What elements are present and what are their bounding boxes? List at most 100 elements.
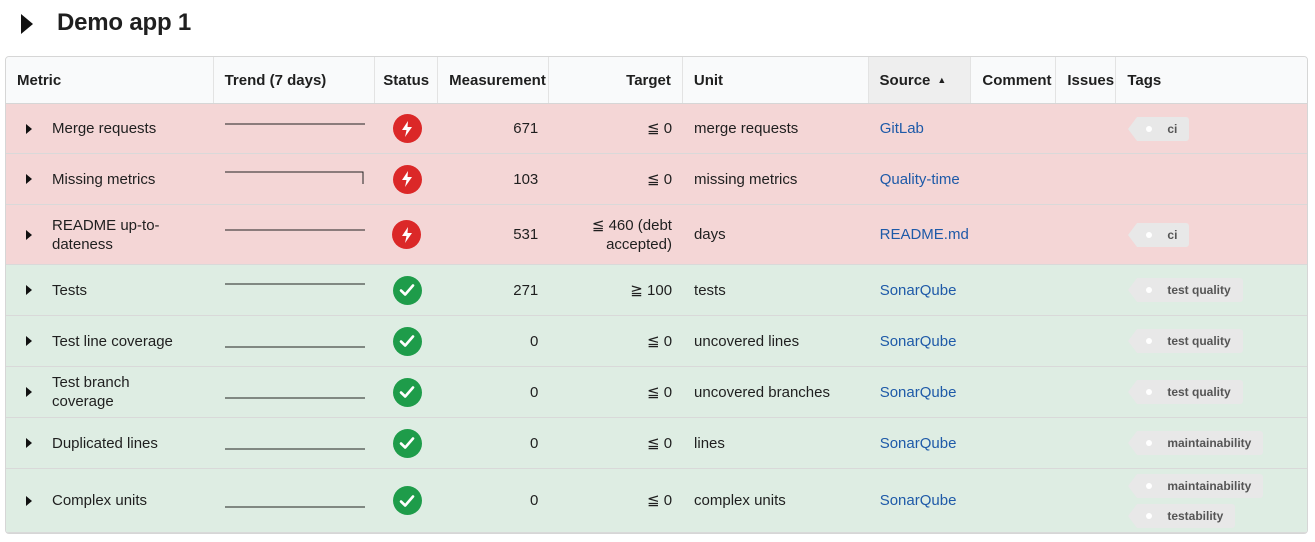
page-title: Demo app 1 xyxy=(57,9,192,36)
source-link[interactable]: Quality-time xyxy=(879,170,960,188)
tag[interactable]: maintainability xyxy=(1128,473,1264,498)
measurement-value: 0 xyxy=(529,332,539,350)
column-header-source[interactable]: Source ▲ xyxy=(868,57,972,103)
source-link[interactable]: SonarQube xyxy=(879,434,957,452)
target-value: ≦ 0 xyxy=(646,170,673,188)
source-link[interactable]: SonarQube xyxy=(879,383,957,401)
source-cell: SonarQube xyxy=(869,418,972,468)
column-label: Unit xyxy=(693,71,724,89)
unit-value: merge requests xyxy=(694,120,799,137)
column-label: Issues xyxy=(1067,71,1115,89)
tags-cell: ci xyxy=(1116,205,1307,264)
comment-cell xyxy=(972,104,1057,153)
tag[interactable]: maintainability xyxy=(1128,431,1264,455)
measurement-value: 271 xyxy=(513,281,539,299)
column-header-tags[interactable]: Tags xyxy=(1116,57,1307,103)
table-row[interactable]: Test line coverage 0 ≦ 0 uncovered lines… xyxy=(6,316,1307,367)
table-row[interactable]: Test branch coverage 0 ≦ 0 uncovered bra… xyxy=(6,367,1307,418)
issues-cell xyxy=(1056,316,1116,366)
table-row[interactable]: Missing metrics 103 ≦ 0 missing metrics … xyxy=(6,154,1307,205)
target-value: ≧ 100 xyxy=(630,281,673,299)
lightning-bolt-icon xyxy=(392,114,422,143)
metric-name: Tests xyxy=(52,281,88,299)
comment-cell xyxy=(972,265,1057,315)
source-link[interactable]: SonarQube xyxy=(879,281,957,299)
table-row[interactable]: Tests 271 ≧ 100 tests SonarQube test qua… xyxy=(6,265,1307,316)
tag[interactable]: test quality xyxy=(1128,380,1243,404)
tag[interactable]: testability xyxy=(1128,503,1236,528)
source-cell: SonarQube xyxy=(869,367,972,417)
column-header-unit[interactable]: Unit xyxy=(683,57,869,103)
tag[interactable]: ci xyxy=(1128,116,1190,141)
table-row[interactable]: Merge requests 671 ≦ 0 merge requests Gi… xyxy=(6,104,1307,154)
table-row[interactable]: README up-to-dateness 531 ≦ 460 (debt ac… xyxy=(6,205,1307,265)
issues-cell xyxy=(1056,265,1116,315)
column-header-issues[interactable]: Issues xyxy=(1056,57,1117,103)
source-cell: GitLab xyxy=(869,104,972,153)
table-row[interactable]: Duplicated lines 0 ≦ 0 lines SonarQube m… xyxy=(6,418,1307,469)
source-link[interactable]: SonarQube xyxy=(879,332,957,350)
metric-name: Test branch coverage xyxy=(52,374,130,410)
comment-cell xyxy=(972,154,1057,204)
tag-dot-icon xyxy=(1146,338,1153,344)
issues-cell xyxy=(1056,154,1116,204)
source-cell: SonarQube xyxy=(869,316,972,366)
column-header-target[interactable]: Target xyxy=(549,57,683,103)
column-label: Trend (7 days) xyxy=(224,71,327,89)
target-value: ≦ 0 xyxy=(646,120,673,137)
status-cell xyxy=(376,367,439,417)
caret-right-icon[interactable] xyxy=(19,12,35,36)
metric-cell: Missing metrics xyxy=(6,154,214,204)
expand-row-icon[interactable] xyxy=(6,173,52,185)
tag-dot-icon xyxy=(1146,287,1153,293)
trend-sparkline xyxy=(214,104,376,153)
tag[interactable]: test quality xyxy=(1128,278,1243,302)
tag-dot-icon xyxy=(1146,389,1153,395)
column-label: Status xyxy=(383,71,430,89)
column-header-metric[interactable]: Metric xyxy=(6,57,214,103)
expand-row-icon[interactable] xyxy=(6,284,52,296)
target-value: ≦ 0 xyxy=(646,332,673,350)
unit-value: complex units xyxy=(694,492,786,509)
tags-cell: maintainability xyxy=(1116,418,1307,468)
tag[interactable]: ci xyxy=(1128,222,1190,247)
column-label: Tags xyxy=(1127,71,1162,89)
measurement-value: 103 xyxy=(513,170,539,188)
source-link[interactable]: GitLab xyxy=(879,120,924,137)
source-cell: README.md xyxy=(869,205,972,264)
expand-row-icon[interactable] xyxy=(6,437,52,449)
source-link[interactable]: README.md xyxy=(879,226,969,243)
status-cell xyxy=(376,469,439,532)
table-row[interactable]: Complex units 0 ≦ 0 complex units SonarQ… xyxy=(6,469,1307,533)
expand-row-icon[interactable] xyxy=(6,335,52,347)
metric-cell: Merge requests xyxy=(6,104,214,153)
source-cell: Quality-time xyxy=(869,154,972,204)
issues-cell xyxy=(1056,104,1116,153)
source-link[interactable]: SonarQube xyxy=(879,492,957,509)
expand-row-icon[interactable] xyxy=(6,386,52,398)
status-cell xyxy=(376,154,439,204)
column-header-comment[interactable]: Comment xyxy=(971,57,1057,103)
column-header-status[interactable]: Status xyxy=(375,57,439,103)
tags-cell: ci xyxy=(1116,104,1307,153)
column-label: Source xyxy=(879,71,931,89)
tag-label: test quality xyxy=(1167,334,1231,348)
column-header-measurement[interactable]: Measurement xyxy=(438,57,550,103)
trend-sparkline xyxy=(214,154,376,204)
trend-sparkline xyxy=(214,316,376,366)
trend-sparkline xyxy=(214,418,376,468)
metric-name: Merge requests xyxy=(52,120,157,137)
tags-cell xyxy=(1116,154,1307,204)
expand-row-icon[interactable] xyxy=(6,123,52,135)
comment-cell xyxy=(972,316,1057,366)
tag-dot-icon xyxy=(1146,125,1153,132)
source-cell: SonarQube xyxy=(869,265,972,315)
status-cell xyxy=(376,104,439,153)
expand-row-icon[interactable] xyxy=(6,229,52,241)
tag-label: maintainability xyxy=(1167,436,1252,450)
column-header-trend[interactable]: Trend (7 days) xyxy=(214,57,376,103)
metric-name: Missing metrics xyxy=(52,170,156,188)
status-cell xyxy=(376,265,439,315)
expand-row-icon[interactable] xyxy=(6,495,52,507)
tag[interactable]: test quality xyxy=(1128,329,1243,353)
